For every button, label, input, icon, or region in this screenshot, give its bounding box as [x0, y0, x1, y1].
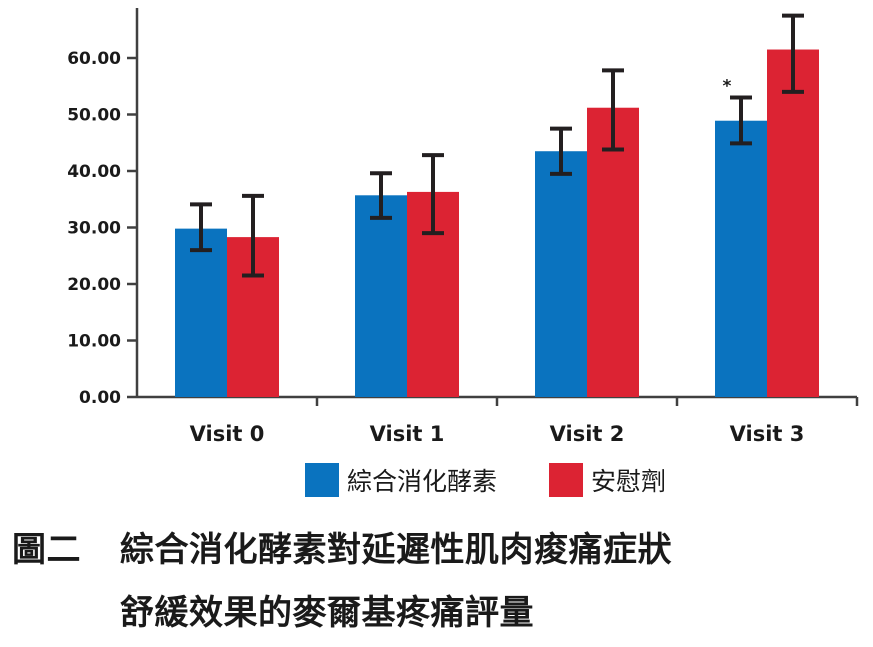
- caption-prefix: 圖二: [12, 530, 81, 570]
- bar-series-1: [535, 151, 587, 397]
- bar-series-1: [175, 228, 227, 397]
- legend-item-series-2: 安慰劑: [549, 462, 666, 498]
- x-category-label: Visit 2: [550, 422, 625, 446]
- bar-chart: 0.00 10.00 20.00 30.00 40.00 50.00 60.00 Visit …: [67, 8, 859, 446]
- legend-label-series-2: 安慰劑: [591, 467, 667, 496]
- legend-swatch-series-1: [305, 463, 339, 497]
- x-category-label: Visit 1: [370, 422, 445, 446]
- significance-marker: *: [723, 77, 732, 97]
- legend-item-series-1: 綜合消化酵素: [305, 462, 497, 498]
- y-tick-label: 0.00: [79, 388, 121, 408]
- caption-line-1: 圖二 綜合消化酵素對延遲性肌肉痠痛症狀: [12, 522, 872, 571]
- y-tick-label: 40.00: [67, 162, 121, 182]
- figure-caption: 圖二 綜合消化酵素對延遲性肌肉痠痛症狀 舒緩效果的麥爾基疼痛評量: [12, 522, 872, 634]
- y-tick-label: 50.00: [67, 106, 121, 126]
- caption-title-1: 綜合消化酵素對延遲性肌肉痠痛症狀: [120, 530, 672, 570]
- bar-series-2: [767, 49, 819, 398]
- x-category-label: Visit 3: [730, 422, 805, 446]
- bar-series-2: [587, 107, 639, 397]
- x-category-label: Visit 0: [190, 422, 265, 446]
- y-tick-label: 20.00: [67, 275, 121, 295]
- legend-label-series-1: 綜合消化酵素: [347, 467, 498, 496]
- y-tick-label: 30.00: [67, 219, 121, 239]
- y-tick-label: 60.00: [67, 49, 121, 69]
- bar-series-1: [355, 195, 407, 397]
- y-tick-label: 10.00: [67, 332, 121, 352]
- legend: 綜合消化酵素 安慰劑: [305, 462, 718, 498]
- caption-line-2: 舒緩效果的麥爾基疼痛評量: [120, 593, 534, 633]
- bar-series-1: [715, 120, 767, 397]
- legend-swatch-series-2: [549, 463, 584, 497]
